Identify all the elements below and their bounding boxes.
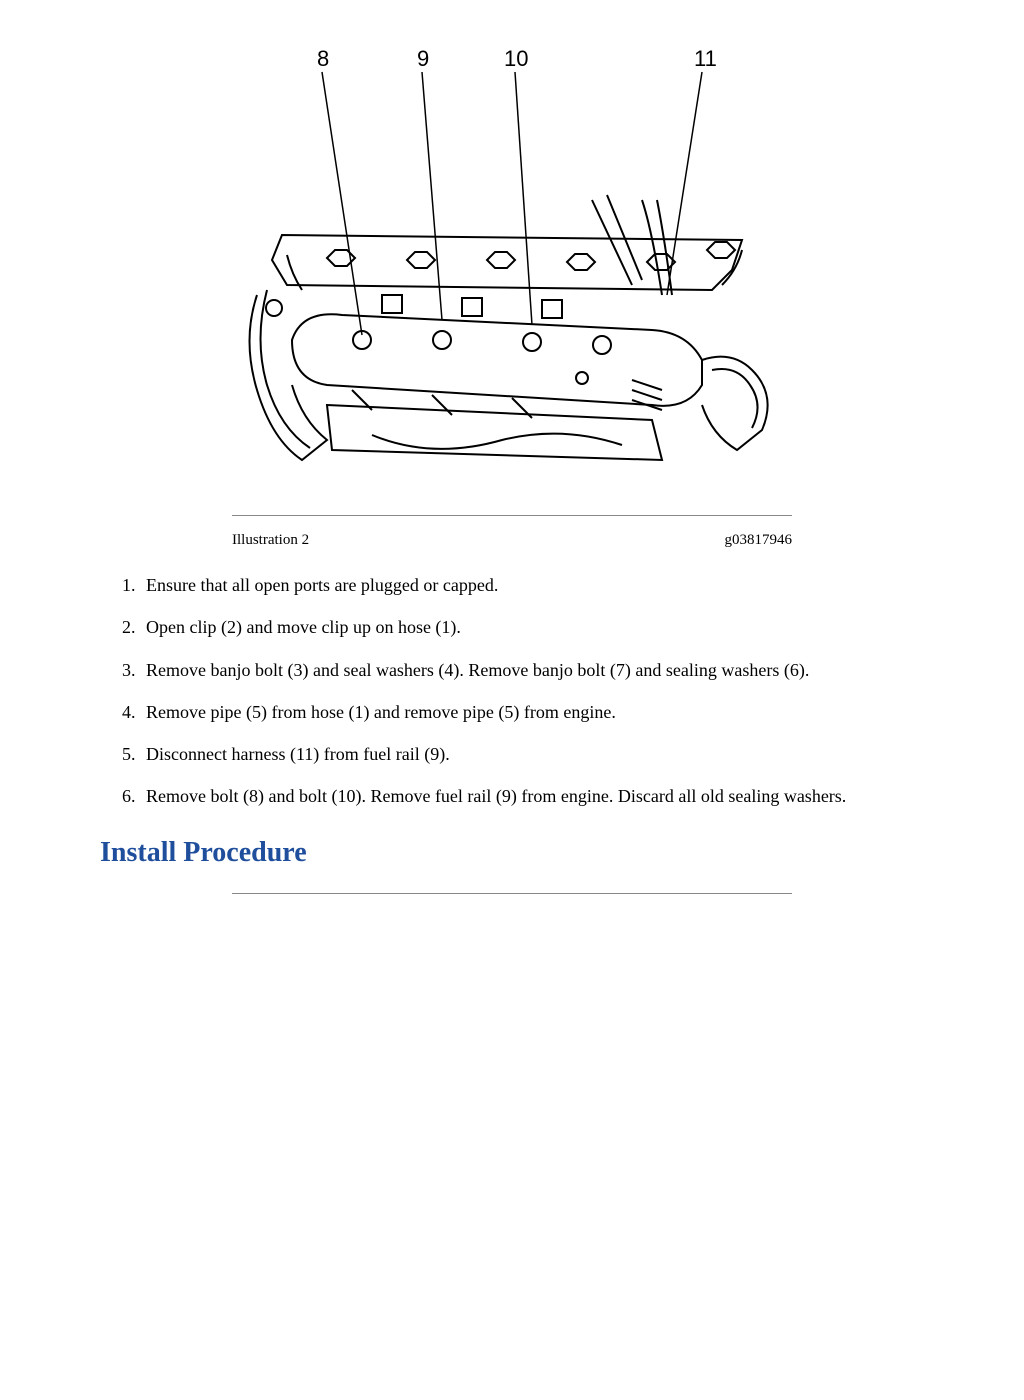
caption-rule-top <box>232 515 792 516</box>
figure-container: 8 9 10 11 <box>100 40 924 505</box>
leader-lines <box>322 72 702 335</box>
step-6: Remove bolt (8) and bolt (10). Remove fu… <box>140 784 924 808</box>
callout-8: 8 <box>317 46 329 71</box>
section-heading-install: Install Procedure <box>100 837 924 869</box>
illustration-id: g03817946 <box>725 532 793 549</box>
step-3: Remove banjo bolt (3) and seal washers (… <box>140 658 924 682</box>
engine-illustration: 8 9 10 11 <box>232 40 792 500</box>
step-1: Ensure that all open ports are plugged o… <box>140 573 924 597</box>
step-2: Open clip (2) and move clip up on hose (… <box>140 615 924 639</box>
callout-9: 9 <box>417 46 429 71</box>
figure-caption: Illustration 2 g03817946 <box>232 532 792 549</box>
document-page: 8 9 10 11 <box>0 0 1024 934</box>
step-4: Remove pipe (5) from hose (1) and remove… <box>140 700 924 724</box>
callout-11: 11 <box>694 46 717 71</box>
section-rule <box>232 893 792 894</box>
step-5: Disconnect harness (11) from fuel rail (… <box>140 742 924 766</box>
callout-10: 10 <box>504 46 528 71</box>
illustration-label: Illustration 2 <box>232 532 309 549</box>
engine-drawing <box>250 195 768 460</box>
removal-steps: Ensure that all open ports are plugged o… <box>100 573 924 809</box>
